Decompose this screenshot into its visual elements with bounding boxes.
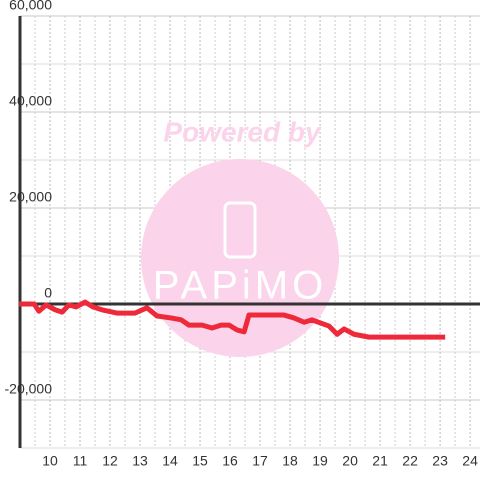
x-tick-label: 19 [312, 453, 328, 469]
x-tick-label: 21 [372, 453, 388, 469]
y-tick-label: 40,000 [9, 93, 52, 109]
data-line [19, 299, 446, 340]
x-tick-label: 13 [132, 453, 148, 469]
watermark-logo: PAPiMO [153, 264, 327, 308]
watermark-icon [223, 201, 257, 259]
x-tick-label: 16 [222, 453, 238, 469]
y-tick-label: 0 [44, 285, 52, 301]
x-tick-label: 14 [162, 453, 178, 469]
x-tick-label: 24 [462, 453, 478, 469]
x-tick-label: 17 [252, 453, 268, 469]
x-tick-label: 15 [192, 453, 208, 469]
x-tick-label: 11 [73, 453, 88, 469]
x-tick-label: 12 [102, 453, 118, 469]
x-tick-label: 10 [42, 453, 58, 469]
watermark-text: Powered by [163, 116, 322, 147]
y-tick-label: -20,000 [5, 381, 53, 397]
x-tick-label: 18 [282, 453, 298, 469]
watermark: Powered by PAPiMO [141, 116, 339, 357]
y-tick-label: 60,000 [9, 0, 52, 13]
y-tick-label: 20,000 [9, 189, 52, 205]
x-tick-label: 22 [402, 453, 418, 469]
x-tick-label: 20 [342, 453, 358, 469]
x-tick-label: 23 [432, 453, 448, 469]
